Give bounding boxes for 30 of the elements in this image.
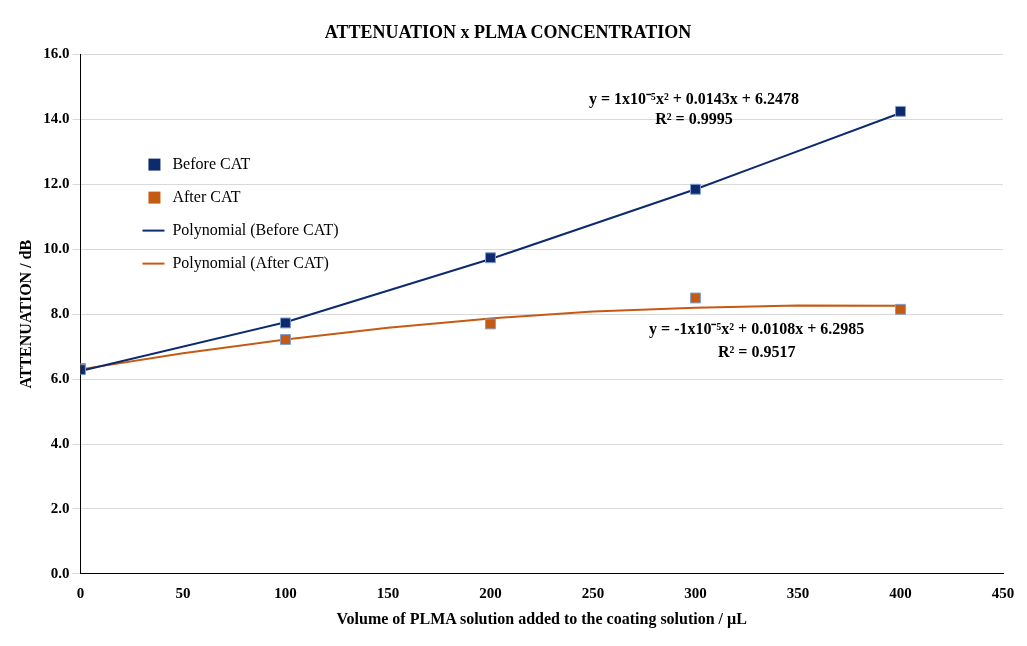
y-tick-label: 16.0: [43, 45, 70, 62]
x-tick-label: 200: [479, 584, 502, 601]
annotation: R² = 0.9995: [655, 109, 733, 127]
legend-label: Polynomial (After CAT): [172, 253, 329, 272]
x-tick-label: 100: [274, 584, 297, 601]
y-tick-label: 0.0: [50, 564, 70, 581]
annotation: y = -1x10⁻⁵x² + 0.0108x + 6.2985: [649, 319, 865, 338]
y-tick-label: 4.0: [50, 434, 70, 451]
annotation: R² = 0.9517: [717, 342, 796, 360]
x-axis-title: Volume of PLMA solution added to the coating solution / µL: [336, 609, 747, 628]
x-tick-label: 400: [889, 584, 912, 601]
y-tick-label: 6.0: [50, 369, 70, 386]
x-tick-label: 150: [376, 584, 400, 601]
legend-label: After CAT: [172, 187, 241, 205]
y-tick-label: 10.0: [43, 240, 70, 257]
x-tick-label: 450: [991, 584, 1015, 601]
annotation: y = 1x10⁻⁵x² + 0.0143x + 6.2478: [588, 89, 799, 108]
y-axis-title: ATTENUATION / dB: [16, 239, 34, 389]
chart-title: ATTENUATION x PLMA CONCENTRATION: [324, 22, 692, 43]
y-tick-label: 2.0: [50, 499, 70, 516]
x-tick-label: 300: [684, 584, 707, 601]
x-tick-label: 50: [175, 584, 191, 601]
x-tick-label: 350: [786, 584, 810, 601]
y-tick-label: 12.0: [43, 175, 70, 192]
x-tick-label: 250: [581, 584, 605, 601]
x-tick-label: 0: [76, 584, 85, 601]
y-tick-label: 8.0: [50, 305, 70, 322]
y-tick-label: 14.0: [43, 110, 70, 127]
legend-label: Before CAT: [172, 154, 251, 172]
legend-label: Polynomial (Before CAT): [172, 220, 339, 239]
